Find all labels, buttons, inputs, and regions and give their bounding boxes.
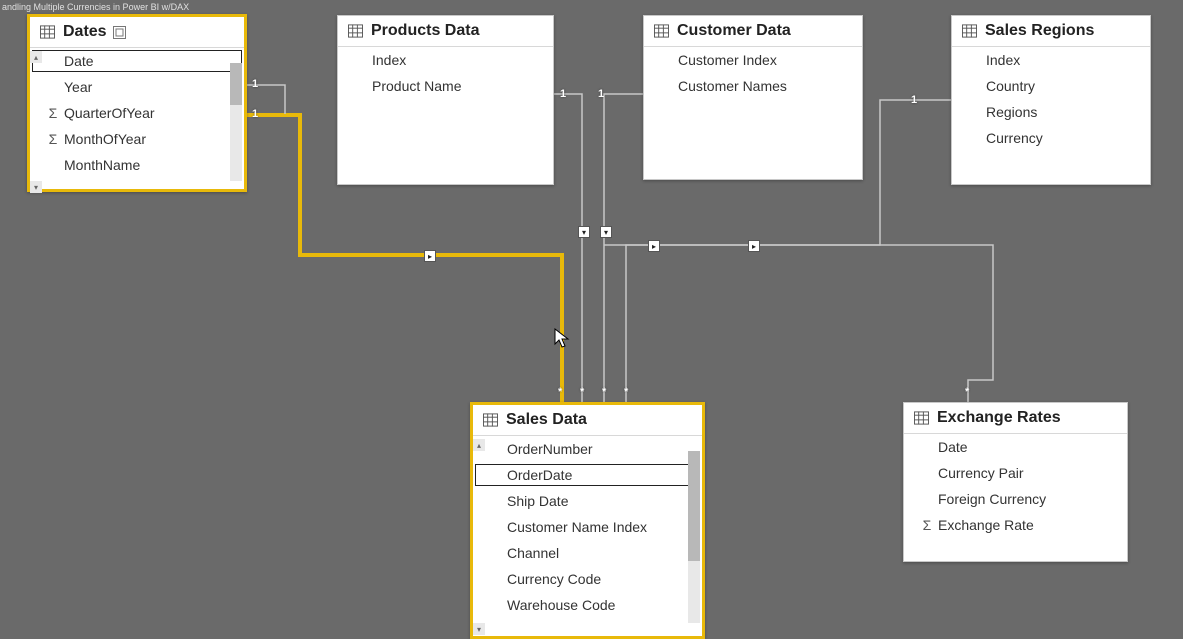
table-header-customer[interactable]: Customer Data [644, 16, 862, 47]
field-list: OrderNumber OrderDate Ship Date Customer… [473, 436, 702, 618]
field-channel[interactable]: Channel [473, 540, 702, 566]
field-product-name[interactable]: Product Name [338, 73, 553, 99]
cardinality-label: 1 [252, 78, 258, 90]
filter-direction-icon: ▸ [648, 240, 660, 252]
table-icon [40, 25, 55, 39]
field-currency-code[interactable]: Currency Code [473, 566, 702, 592]
table-title: Dates [63, 23, 107, 41]
field-customer-name-index[interactable]: Customer Name Index [473, 514, 702, 540]
table-header-dates[interactable]: Dates [30, 17, 244, 48]
table-products[interactable]: Products Data Index Product Name [337, 15, 554, 185]
sigma-icon: Σ [46, 105, 60, 121]
table-icon [962, 24, 977, 38]
table-icon [348, 24, 363, 38]
field-currency-pair[interactable]: Currency Pair [904, 460, 1127, 486]
field-foreign-currency[interactable]: Foreign Currency [904, 486, 1127, 512]
cardinality-label: 1 [911, 94, 917, 106]
filter-direction-icon: ▸ [748, 240, 760, 252]
field-warehouse-code[interactable]: Warehouse Code [473, 592, 702, 618]
table-title: Sales Regions [985, 22, 1094, 40]
field-list: Index Product Name [338, 47, 553, 99]
filter-direction-icon: ▾ [578, 226, 590, 238]
sigma-icon: Σ [920, 517, 934, 533]
field-currency[interactable]: Currency [952, 125, 1150, 151]
field-regions[interactable]: Regions [952, 99, 1150, 125]
cardinality-label: * [580, 386, 584, 398]
table-title: Sales Data [506, 411, 587, 429]
field-list: Customer Index Customer Names [644, 47, 862, 99]
table-dates[interactable]: Dates Date Year ΣQuarterOfYear ΣMonthOfY… [27, 14, 247, 192]
field-list: Date Currency Pair Foreign Currency ΣExc… [904, 434, 1127, 538]
sigma-icon: Σ [46, 131, 60, 147]
table-icon [914, 411, 929, 425]
scroll-down[interactable]: ▾ [30, 181, 42, 193]
scroll-down[interactable]: ▾ [473, 623, 485, 635]
scroll-track[interactable] [688, 451, 700, 623]
cardinality-label: 1 [252, 108, 258, 120]
table-icon [483, 413, 498, 427]
field-list: Date Year ΣQuarterOfYear ΣMonthOfYear Mo… [30, 48, 244, 178]
field-monthname[interactable]: MonthName [30, 152, 244, 178]
table-title: Products Data [371, 22, 479, 40]
table-header-exchange[interactable]: Exchange Rates [904, 403, 1127, 434]
scroll-up[interactable]: ▴ [30, 51, 42, 63]
table-header-products[interactable]: Products Data [338, 16, 553, 47]
filter-direction-icon: ▸ [424, 250, 436, 262]
scroll-thumb[interactable] [688, 451, 700, 561]
cardinality-label: 1 [598, 88, 604, 100]
cardinality-label: 1 [560, 88, 566, 100]
field-date[interactable]: Date [30, 48, 244, 74]
scroll-thumb[interactable] [230, 63, 242, 105]
table-title: Customer Data [677, 22, 791, 40]
field-shipdate[interactable]: Ship Date [473, 488, 702, 514]
cardinality-label: * [965, 386, 969, 398]
table-sales[interactable]: Sales Data OrderNumber OrderDate Ship Da… [470, 402, 705, 639]
scroll-up[interactable]: ▴ [473, 439, 485, 451]
mode-icon [113, 26, 126, 39]
field-ordernumber[interactable]: OrderNumber [473, 436, 702, 462]
field-country[interactable]: Country [952, 73, 1150, 99]
field-customer-names[interactable]: Customer Names [644, 73, 862, 99]
page-title: andling Multiple Currencies in Power BI … [2, 2, 189, 12]
cardinality-label: * [624, 386, 628, 398]
field-monthofyear[interactable]: ΣMonthOfYear [30, 126, 244, 152]
filter-direction-icon: ▾ [600, 226, 612, 238]
field-orderdate[interactable]: OrderDate [473, 462, 702, 488]
table-regions[interactable]: Sales Regions Index Country Regions Curr… [951, 15, 1151, 185]
table-icon [654, 24, 669, 38]
field-quarterofyear[interactable]: ΣQuarterOfYear [30, 100, 244, 126]
field-list: Index Country Regions Currency [952, 47, 1150, 151]
table-title: Exchange Rates [937, 409, 1061, 427]
scroll-track[interactable] [230, 63, 242, 181]
field-date[interactable]: Date [904, 434, 1127, 460]
table-header-regions[interactable]: Sales Regions [952, 16, 1150, 47]
field-index[interactable]: Index [952, 47, 1150, 73]
mouse-cursor-icon [554, 328, 572, 350]
table-customer[interactable]: Customer Data Customer Index Customer Na… [643, 15, 863, 180]
field-index[interactable]: Index [338, 47, 553, 73]
cardinality-label: * [558, 386, 562, 398]
table-header-sales[interactable]: Sales Data [473, 405, 702, 436]
field-year[interactable]: Year [30, 74, 244, 100]
table-exchange[interactable]: Exchange Rates Date Currency Pair Foreig… [903, 402, 1128, 562]
field-exchange-rate[interactable]: ΣExchange Rate [904, 512, 1127, 538]
field-customer-index[interactable]: Customer Index [644, 47, 862, 73]
cardinality-label: * [602, 386, 606, 398]
